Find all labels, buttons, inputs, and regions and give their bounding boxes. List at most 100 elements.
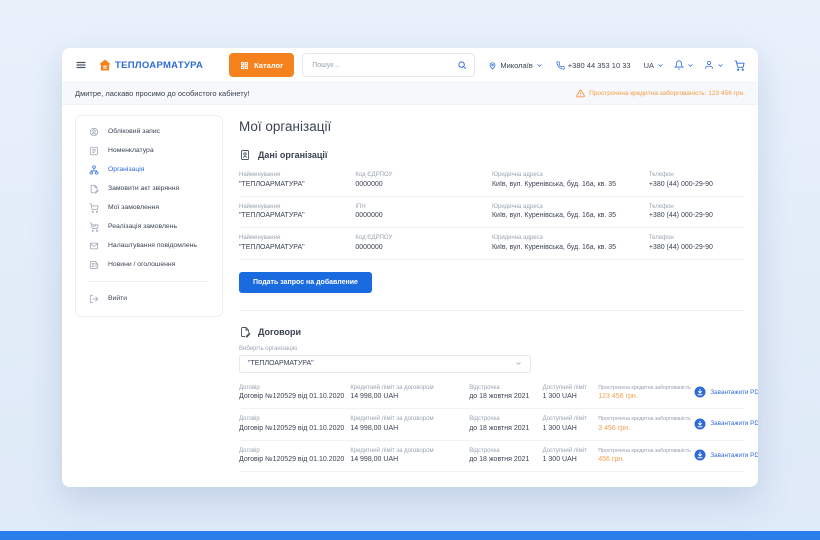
contract-value: Договір №120529 від 01.10.2020 — [239, 393, 345, 400]
search-input[interactable] — [310, 60, 458, 70]
org-data-section-header: Дані організації — [239, 149, 745, 161]
overdue-debt-label: Прострочена кредитна заборгованість — [598, 384, 691, 391]
page-title: Мої організації — [239, 119, 332, 134]
org-name-value: "ТЕПЛОАРМАТУРА" — [239, 180, 305, 188]
sidebar-item-label: Новини / оголошення — [108, 261, 176, 268]
site-window: ТЕПЛОАРМАТУРА Каталог Миколаїв — [62, 48, 758, 487]
house-logo-icon — [98, 58, 112, 72]
id-badge-icon — [239, 149, 251, 161]
company-logo[interactable]: ТЕПЛОАРМАТУРА — [98, 58, 203, 72]
sidebar-item-label: Вийти — [108, 295, 128, 302]
download-pdf-link[interactable]: Завантажити PDF — [694, 386, 758, 398]
available-limit-label: Доступний ліміт — [542, 384, 587, 391]
deferral-label: Відстрочка — [469, 384, 500, 391]
list-icon — [89, 146, 99, 156]
org-name-value: "ТЕПЛОАРМАТУРА" — [239, 243, 305, 251]
bell-icon — [674, 60, 684, 70]
grid-icon — [240, 61, 249, 70]
language-selector[interactable]: UA — [644, 61, 664, 70]
overdue-debt-value: 3 456 грн. — [598, 424, 630, 432]
deferral-value: до 18 жовтня 2021 — [469, 393, 530, 400]
org-phone-value: +380 (44) 000-29-90 — [648, 180, 713, 188]
contract-label: Договір — [239, 447, 260, 454]
catalog-button[interactable]: Каталог — [229, 53, 295, 77]
org-address-value: Київ, вул. Куренівська, буд. 16а, кв. 35 — [491, 180, 617, 188]
overdue-debt-label: Прострочена кредитна заборгованість — [598, 447, 691, 454]
org-address-label: Юридична адреса — [491, 203, 543, 210]
organization-select[interactable]: "ТЕПЛОАРМАТУРА" — [239, 354, 531, 373]
section-divider — [239, 309, 745, 311]
search-icon[interactable] — [457, 60, 467, 70]
download-pdf-label: Завантажити PDF — [710, 388, 758, 396]
org-address-label: Юридична адреса — [491, 235, 543, 241]
contract-document-icon — [239, 326, 251, 338]
sidebar-item-reconciliation-act[interactable]: Замовити акт звіряння — [76, 179, 222, 198]
org-phone-label: Телефон — [648, 172, 674, 178]
deferral-value: до 18 жовтня 2021 — [469, 424, 530, 432]
sidebar-item-label: Реалізація замовлень — [108, 223, 177, 230]
city-selector[interactable]: Миколаїв — [488, 61, 542, 70]
mail-icon — [89, 241, 99, 251]
chevron-down-icon — [657, 62, 664, 69]
org-name-value: "ТЕПЛОАРМАТУРА" — [239, 212, 305, 219]
sidebar-item-organization[interactable]: Організація — [76, 160, 222, 179]
greeting-bar: Дмитре, ласкаво просимо до особистого ка… — [62, 83, 758, 105]
hamburger-menu-icon[interactable] — [75, 59, 87, 71]
overdue-debt-label: Прострочена кредитна заборгованість — [598, 416, 691, 422]
sidebar-item-logout[interactable]: Вийти — [76, 289, 222, 308]
org-row: Найменування "ТЕПЛОАРМАТУРА" Код ЄДРПОУ 00… — [239, 228, 745, 260]
bottom-accent-bar — [0, 531, 820, 540]
contract-row: Договір Договір №120529 від 01.10.2020 Кр… — [239, 441, 758, 472]
sidebar-item-nomenclature[interactable]: Номенклатура — [76, 141, 222, 160]
org-address-label: Юридична адреса — [491, 172, 543, 178]
overdue-debt-value: 123 456 грн. — [598, 393, 638, 400]
notifications-menu[interactable] — [674, 60, 694, 70]
org-code-value: 0000000 — [355, 212, 383, 219]
sidebar-item-notification-settings[interactable]: Налаштування повідомлень — [76, 236, 222, 255]
news-icon — [89, 260, 99, 270]
account-menu[interactable] — [704, 60, 724, 70]
download-pdf-link[interactable]: Завантажити PDF — [694, 418, 758, 430]
sidebar-item-label: Номенклатура — [108, 147, 154, 154]
org-phone-label: Телефон — [648, 203, 674, 210]
location-pin-icon — [488, 61, 497, 70]
contract-label: Договір — [239, 416, 260, 422]
request-add-organization-button[interactable]: Подать запрос на добавление — [239, 271, 372, 293]
credit-limit-value: 14 998,00 UAH — [350, 424, 399, 432]
user-icon — [704, 60, 714, 70]
contract-label: Договір — [239, 384, 260, 391]
org-name-label: Найменування — [239, 172, 281, 178]
phone-number: +380 44 353 10 33 — [567, 60, 631, 70]
chevron-down-icon — [515, 360, 522, 367]
credit-warning: Прострочена кредитна заборгованість: 123… — [576, 89, 745, 98]
sidebar-item-news[interactable]: Новини / оголошення — [76, 255, 222, 274]
organization-select-label: Виберіть організацію — [239, 345, 298, 352]
sidebar-item-order-fulfillment[interactable]: Реалізація замовлень — [76, 217, 222, 236]
available-limit-value: 1 300 UAH — [542, 456, 577, 463]
available-limit-label: Доступний ліміт — [542, 416, 587, 422]
deferral-label: Відстрочка — [469, 447, 500, 454]
header-phone[interactable]: +380 44 353 10 33 — [556, 61, 631, 70]
organization-select-value: "ТЕПЛОАРМАТУРА" — [248, 360, 314, 367]
credit-limit-value: 14 998,00 UAH — [350, 456, 399, 463]
org-code-value: 0000000 — [355, 243, 383, 251]
pdf-download-icon — [694, 386, 706, 398]
top-header: ТЕПЛОАРМАТУРА Каталог Миколаїв — [62, 48, 758, 83]
credit-limit-label: Кредитний ліміт за договором — [350, 384, 434, 391]
download-pdf-label: Завантажити PDF — [710, 420, 758, 428]
sidebar-item-my-orders[interactable]: Мої замовлення — [76, 198, 222, 217]
org-code-label: Код ЄДРПОУ — [355, 235, 393, 241]
sidebar-item-account[interactable]: Обліковий запис — [76, 122, 222, 141]
org-code-value: 0000000 — [355, 180, 383, 188]
city-label: Миколаїв — [500, 60, 533, 70]
logout-icon — [89, 294, 99, 304]
org-phone-label: Телефон — [648, 235, 674, 241]
org-code-label: Код ЄДРПОУ — [355, 172, 393, 178]
chevron-down-icon — [687, 62, 694, 69]
cart-button[interactable] — [734, 59, 745, 71]
contract-row: Договір Договір №120529 від 01.10.2020 Кр… — [239, 378, 758, 409]
credit-warning-text: Прострочена кредитна заборгованість: 123… — [589, 90, 745, 97]
org-name-label: Найменування — [239, 203, 281, 210]
download-pdf-link[interactable]: Завантажити PDF — [694, 449, 758, 461]
org-address-value: Київ, вул. Куренівська, буд. 16а, кв. 35 — [491, 212, 617, 219]
